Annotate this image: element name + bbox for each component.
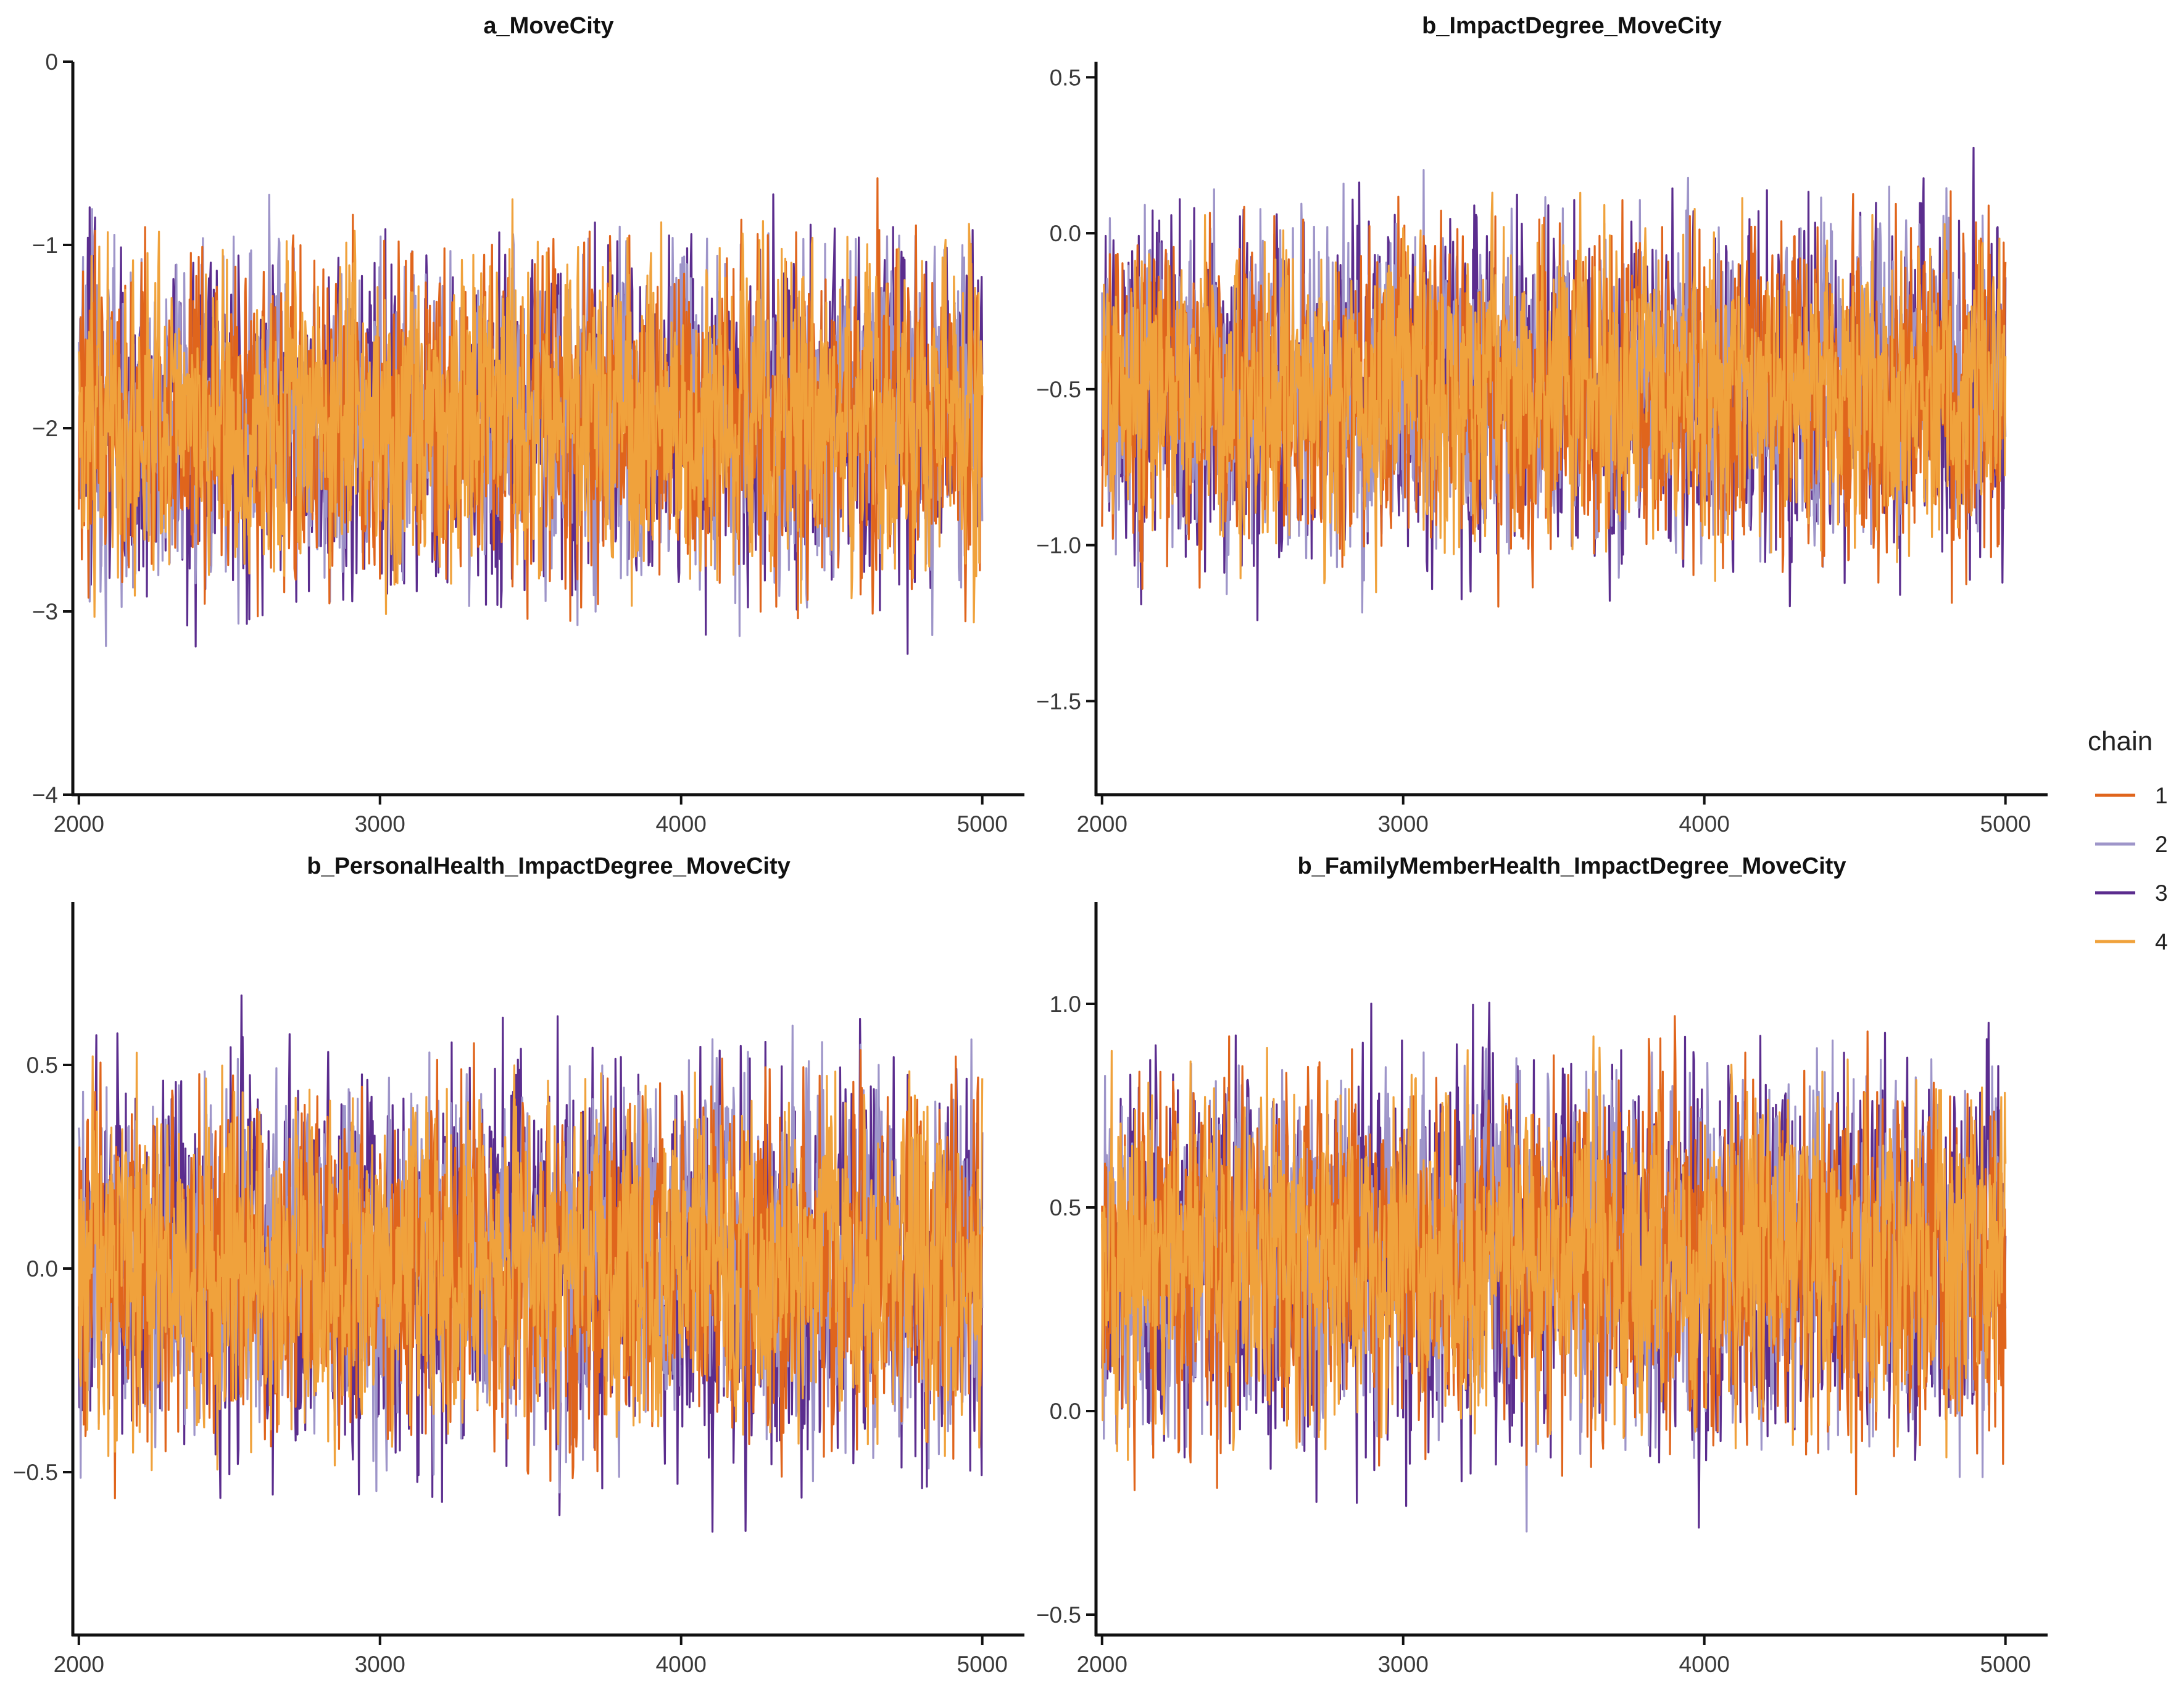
y-tick-label: 0.5: [1050, 65, 1081, 90]
y-tick-label: 1.0: [1050, 992, 1081, 1017]
panel-title: b_FamilyMemberHealth_ImpactDegree_MoveCi…: [1297, 853, 1846, 879]
trace-panel-2: b_ImpactDegree_MoveCity 2000 3000 4000 5000 −…: [1036, 13, 2048, 837]
x-tick-label: 2000: [54, 811, 104, 837]
x-tick-label: 4000: [1679, 1652, 1730, 1677]
y-tick-label: −1.5: [1036, 689, 1081, 714]
x-tick-label: 3000: [1378, 1652, 1429, 1677]
x-tick-label: 5000: [957, 811, 1008, 837]
chain-4-trace: [78, 1051, 984, 1472]
trace-panel-3: b_PersonalHealth_ImpactDegree_MoveCity 20…: [13, 853, 1024, 1677]
chain-legend: chain 1 2 3 4: [2088, 726, 2168, 954]
x-tick-label: 3000: [355, 811, 405, 837]
panel-title: b_PersonalHealth_ImpactDegree_MoveCity: [307, 853, 791, 879]
y-tick-label: 0.0: [27, 1256, 58, 1281]
legend-title: chain: [2088, 726, 2153, 756]
y-tick-label: 0.0: [1050, 221, 1081, 246]
legend-label-chain-2: 2: [2155, 832, 2168, 857]
y-tick-label: −0.5: [1036, 1602, 1081, 1628]
y-tick-label: −2: [32, 416, 58, 441]
chain-traces: [78, 994, 984, 1533]
chain-traces: [1101, 146, 2007, 621]
chain-4-trace: [1101, 191, 2007, 594]
trace-panel-4: b_FamilyMemberHealth_ImpactDegree_MoveCi…: [1036, 853, 2048, 1677]
x-tick-label: 2000: [54, 1652, 104, 1677]
y-tick-label: −0.5: [1036, 377, 1081, 402]
x-tick-label: 3000: [355, 1652, 405, 1677]
y-tick-label: 0.5: [27, 1053, 58, 1078]
chain-4-trace: [78, 198, 984, 624]
y-tick-label: 0: [45, 49, 58, 75]
legend-label-chain-3: 3: [2155, 880, 2168, 906]
x-tick-label: 2000: [1077, 811, 1127, 837]
legend-label-chain-1: 1: [2155, 783, 2168, 808]
chain-4-trace: [1101, 1035, 2007, 1461]
y-tick-label: −1.0: [1036, 533, 1081, 558]
x-tick-label: 3000: [1378, 811, 1429, 837]
chain-traces: [1101, 1001, 2007, 1533]
y-tick-label: 0.5: [1050, 1195, 1081, 1220]
y-tick-label: 0.0: [1050, 1399, 1081, 1424]
x-tick-label: 5000: [1980, 811, 2031, 837]
y-tick-label: −0.5: [13, 1460, 58, 1485]
chain-traces: [78, 177, 984, 655]
trace-panel-1: a_MoveCity 2000 3000 4000 5000 −4 −3 −2 −1 0: [32, 13, 1024, 837]
y-tick-label: −4: [32, 782, 58, 808]
x-tick-label: 2000: [1077, 1652, 1127, 1677]
y-tick-label: −1: [32, 233, 58, 258]
y-tick-label: −3: [32, 599, 58, 624]
x-tick-label: 4000: [1679, 811, 1730, 837]
x-tick-label: 5000: [1980, 1652, 2031, 1677]
x-tick-label: 5000: [957, 1652, 1008, 1677]
legend-label-chain-4: 4: [2155, 929, 2168, 954]
trace-panels: a_MoveCity 2000 3000 4000 5000 −4 −3 −2 −1 0 b_Imp…: [13, 13, 2048, 1677]
panel-title: b_ImpactDegree_MoveCity: [1422, 13, 1722, 39]
x-tick-label: 4000: [656, 1652, 707, 1677]
panel-title: a_MoveCity: [483, 13, 613, 39]
x-tick-label: 4000: [656, 811, 707, 837]
